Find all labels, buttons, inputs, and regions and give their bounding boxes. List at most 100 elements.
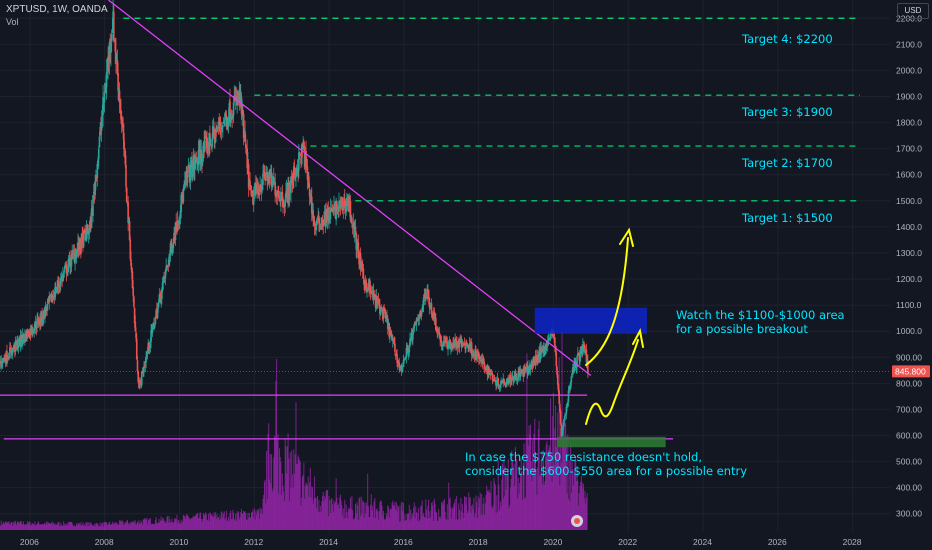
volume-bar [122,524,124,530]
volume-bar [20,521,22,530]
volume-bar [529,424,531,530]
candle-body [64,266,66,269]
volume-bar [74,526,76,530]
candle-body [164,270,167,279]
volume-bar [129,524,131,530]
candle-body [395,353,398,355]
candle-body [11,347,14,354]
candle-body [558,390,560,404]
candle-body [219,124,222,127]
volume-bar [24,525,26,530]
volume-bar [378,511,380,530]
candle-body [194,157,196,170]
volume-bar [201,521,203,530]
volume-bar [106,524,108,530]
candle-body [389,330,391,337]
candle-body [476,350,479,358]
candle-body [9,347,11,359]
volume-bar [440,518,442,530]
volume-bar [505,489,507,530]
candle-body [59,278,62,286]
candle-body [402,367,404,369]
volume-bar [512,470,514,530]
candle-body [294,175,297,178]
candle-body [514,370,517,376]
volume-bar [73,526,75,530]
candle-body [422,297,425,305]
volume-bar [52,524,54,530]
candle-body [10,348,13,353]
candle-body [44,307,46,319]
candle-body [321,219,324,224]
volume-bar [301,497,303,530]
candle-body [365,280,368,292]
currency-badge[interactable]: USD [897,3,929,19]
candle-body [377,300,380,304]
volume-bar [280,461,282,530]
volume-bar [154,519,156,530]
volume-bar [1,524,3,530]
volume-bar [192,517,194,530]
volume-bar [40,524,42,530]
candle-body [214,132,217,143]
volume-bar [468,492,470,530]
candle-body [390,331,393,337]
volume-bar [529,434,531,530]
candle-body [465,342,468,344]
candle-body [48,296,51,303]
volume-bar [516,460,518,530]
candle-body [195,158,198,163]
candle-body [74,254,76,263]
candle-body [201,154,204,163]
candle-body [178,219,180,224]
volume-bar [242,513,244,530]
volume-bar [255,511,257,530]
volume-bar [369,517,371,530]
candle-body [503,382,506,385]
volume-bar [218,517,220,530]
volume-bar [140,520,142,530]
volume-bar [36,524,38,530]
volume-bar [268,479,270,530]
candle-body [1,358,4,364]
candle-body [86,224,89,232]
candle-body [124,150,127,165]
volume-bar [537,429,539,530]
candle-body [110,33,113,43]
volume-bar [474,513,476,530]
volume-bar [453,504,455,530]
volume-bar [370,494,372,530]
volume-bar [547,452,549,530]
candle-body [211,139,213,148]
volume-bar [213,512,215,530]
candle-body [376,295,378,302]
candle-body [14,340,17,352]
candle-body [509,374,512,383]
candle-body [298,152,300,171]
candle-body [146,352,149,354]
volume-bar [362,500,364,530]
candle-body [397,360,399,364]
x-tick-label: 2016 [394,537,413,547]
volume-bar [124,524,126,530]
volume-bar [530,461,532,530]
symbol-title[interactable]: XPTUSD, 1W, OANDA [6,4,108,15]
candle-body [374,294,376,295]
volume-bar [256,514,258,530]
volume-bar [58,521,60,530]
volume-bar [195,513,197,530]
volume-bar [221,512,223,530]
candle-body [350,216,352,220]
volume-bar [287,433,289,530]
x-tick-label: 2006 [20,537,39,547]
candle-body [138,381,141,389]
volume-bar [119,520,121,530]
volume-bar [545,457,547,530]
volume-bar [115,524,117,530]
volume-bar [572,468,574,530]
volume-bar [261,508,263,530]
candle-body [579,355,581,362]
volume-bar [349,497,351,530]
